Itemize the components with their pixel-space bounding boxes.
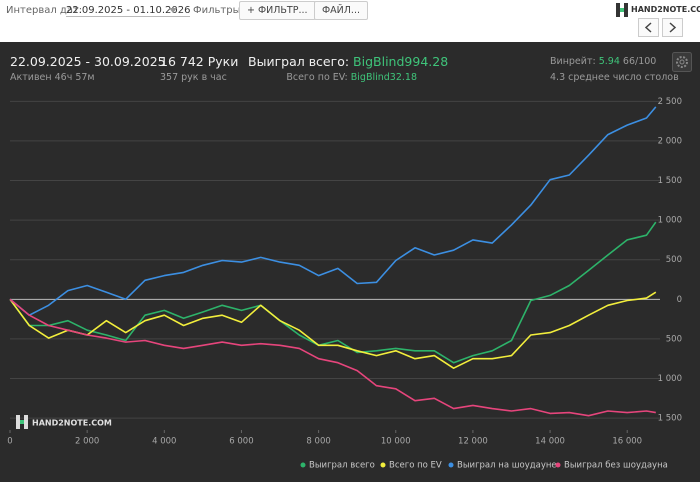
x-tick-label: 4 000 — [152, 437, 176, 447]
y-tick-label: 500 — [666, 334, 682, 344]
y-tick-label: 1 000 — [658, 216, 682, 226]
settings-button[interactable] — [672, 52, 692, 72]
winrate-value: 5.94 — [598, 56, 620, 67]
x-tick-label: 16 000 — [612, 437, 642, 447]
logo-icon — [616, 3, 628, 17]
x-tick-label: 10 000 — [381, 437, 411, 447]
period: 22.09.2025 - 30.09.2025 — [10, 54, 166, 69]
logo: HAND2NOTE.COM — [631, 5, 700, 14]
legend-label: Выиграл всего — [309, 461, 375, 471]
y-tick-label: 2 500 — [658, 97, 682, 107]
hands: 16 742 Руки — [160, 54, 239, 69]
x-tick-label: 14 000 — [535, 437, 565, 447]
legend-marker — [300, 462, 306, 468]
file-button[interactable]: ФАЙЛ... — [314, 1, 368, 20]
x-tick-label: 2 000 — [75, 437, 99, 447]
won-label: Выиграл всего: — [248, 54, 350, 69]
winrate: Винрейт: 5.94 66/100 — [550, 56, 656, 67]
y-tick-label: 2 000 — [658, 136, 682, 146]
series-line — [9, 291, 657, 369]
nav-buttons[interactable] — [638, 18, 700, 38]
won-value: BigBlind994.28 — [353, 54, 449, 69]
x-tick-label: 8 000 — [306, 437, 330, 447]
legend-label: Всего по EV — [389, 461, 442, 471]
date-label: Интервал дат: — [6, 5, 83, 16]
watermark-text: HAND2NOTE.COM — [32, 419, 112, 428]
stats-panel: 22.09.2025 - 30.09.2025 Активен 46ч 57м … — [0, 42, 700, 482]
dropdown-arrow[interactable] — [169, 8, 177, 14]
x-tick-label: 12 000 — [458, 437, 488, 447]
filters-label: Фильтры: — [193, 5, 244, 16]
ev-total: Всего по EV: BigBlind32.18 — [286, 72, 417, 83]
series-line — [9, 298, 656, 417]
date-range[interactable]: 22.09.2025 - 01.10.2026 — [66, 5, 191, 17]
grid — [10, 100, 660, 419]
y-tick-label: 500 — [666, 255, 682, 265]
ev-label: Всего по EV: — [286, 72, 348, 83]
legend-marker — [448, 462, 454, 468]
ev-value: BigBlind32.18 — [350, 72, 417, 83]
legend-marker — [380, 462, 386, 468]
won-total: Выиграл всего: BigBlind994.28 — [248, 54, 448, 69]
y-tick-label: 1 500 — [658, 414, 682, 424]
hands-per-hour: 357 рук в час — [160, 72, 227, 83]
y-tick-label: 1 500 — [658, 176, 682, 186]
legend-marker — [555, 462, 561, 468]
y-tick-label: 1 000 — [658, 374, 682, 384]
series-line — [9, 106, 657, 316]
watermark: HAND2NOTE.COM — [16, 415, 112, 429]
toolbar: Интервал дат: 22.09.2025 - 01.10.2026 Фи… — [0, 0, 700, 42]
x-tick-label: 6 000 — [229, 437, 253, 447]
legend-label: Выиграл без шоудауна — [564, 461, 668, 471]
x-tick-label: 0 — [7, 437, 12, 447]
tables: 4.3 среднее число столов — [550, 72, 679, 83]
active-time: Активен 46ч 57м — [10, 72, 95, 83]
legend-label: Выиграл на шоудауне — [457, 461, 557, 471]
winrate-unit: 66/100 — [622, 56, 657, 67]
y-tick-label: 0 — [677, 295, 682, 305]
filter-button[interactable]: + ФИЛЬТР... — [239, 1, 316, 20]
series-line — [9, 221, 657, 364]
winrate-label: Винрейт: — [550, 56, 596, 67]
